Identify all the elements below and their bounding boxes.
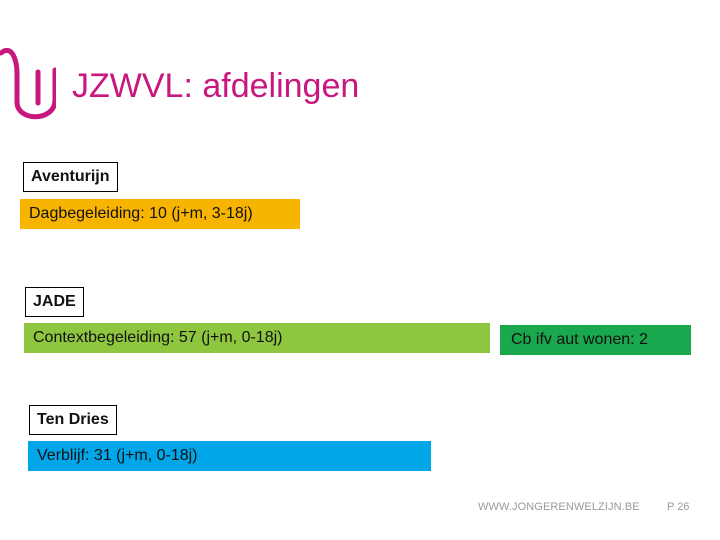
section-label-jade: JADE [25,287,84,317]
page-number: P 26 [667,501,690,513]
jongerenwelzijn-logo-icon [0,48,56,120]
bar-verblijf: Verblijf: 31 (j+m, 0-18j) [28,441,431,471]
page-title: JZWVL: afdelingen [72,67,360,105]
bar-dagbegeleiding: Dagbegeleiding: 10 (j+m, 3-18j) [20,199,300,229]
section-label-ten-dries: Ten Dries [29,405,117,435]
bar-contextbegeleiding: Contextbegeleiding: 57 (j+m, 0-18j) [24,323,490,353]
bar-cb-aut-wonen: Cb ifv aut wonen: 2 [500,325,691,355]
section-label-aventurijn: Aventurijn [23,162,118,192]
footer-url: WWW.JONGERENWELZIJN.BE [478,501,640,513]
